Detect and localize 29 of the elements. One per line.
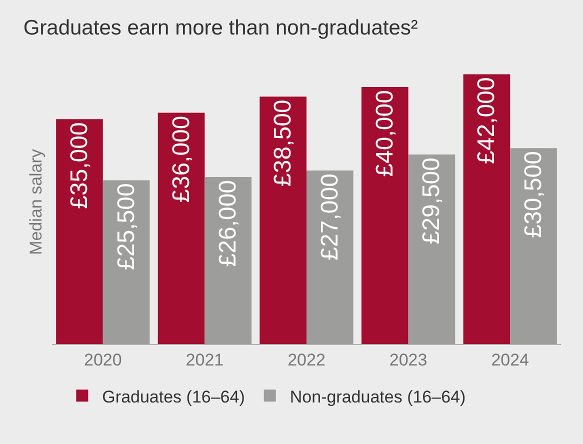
bar [204, 176, 252, 344]
bar [510, 148, 557, 344]
bar [158, 112, 205, 344]
bar [102, 180, 150, 344]
data-label: £29,500 [418, 158, 446, 244]
x-tick-label: 2023 [389, 350, 428, 370]
data-label: £42,000 [473, 77, 500, 164]
x-tick-label: 2024 [491, 350, 530, 370]
data-label: £27,000 [316, 174, 344, 260]
chart-title: Graduates earn more than non-graduates² [23, 16, 418, 40]
data-label: £30,500 [520, 151, 548, 238]
bar [56, 119, 103, 344]
bar [260, 96, 306, 344]
bar [463, 74, 510, 344]
bar [361, 87, 408, 344]
legend-label: Non-graduates (16–64) [290, 387, 466, 406]
x-tick-label: 2022 [288, 350, 326, 370]
data-label: £38,500 [270, 100, 297, 186]
data-label: £35,000 [66, 122, 93, 209]
x-tick-label: 2020 [84, 350, 122, 370]
data-label: £26,000 [214, 180, 242, 267]
bar [306, 170, 354, 344]
data-label: £36,000 [168, 116, 195, 203]
data-label: £40,000 [371, 90, 398, 177]
data-label: £25,500 [112, 183, 140, 270]
x-tick-label: 2021 [186, 350, 224, 370]
legend-label: Graduates (16–64) [102, 387, 245, 406]
y-axis-title: Median salary [26, 148, 46, 255]
bar [408, 154, 456, 344]
